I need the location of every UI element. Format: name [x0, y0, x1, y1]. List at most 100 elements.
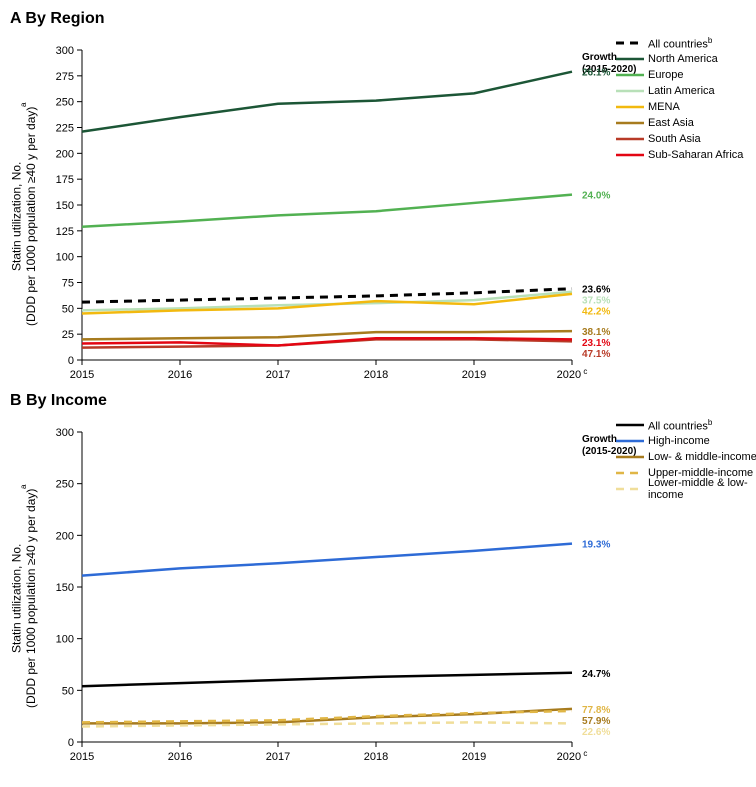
xtick-label: 2016	[168, 369, 192, 381]
panel-B: B By Income Statin utilization, No.(DDD …	[10, 392, 756, 774]
growth-label: 38.1%	[582, 327, 610, 338]
legend-label: South Asia	[648, 133, 701, 145]
ytick-label: 100	[56, 634, 74, 646]
legend-swatch	[616, 52, 644, 66]
panel-A: A By Region Statin utilization, No.(DDD …	[10, 10, 756, 392]
legend-swatch	[616, 482, 644, 496]
legend-swatch	[616, 450, 644, 464]
chart-area: 0 50 100 150 200 250 300 2015 2016 2017 2018 2019 20…	[38, 418, 756, 774]
xtick-label: 2020 c	[557, 367, 588, 381]
growth-label: 23.6%	[582, 285, 610, 296]
ytick-label: 150	[56, 582, 74, 594]
legend-label: MENA	[648, 101, 680, 113]
series-line	[82, 544, 572, 576]
legend-swatch	[616, 84, 644, 98]
growth-label: 19.3%	[582, 540, 610, 551]
growth-label: 37.5%	[582, 296, 610, 307]
growth-label: 22.6%	[582, 727, 610, 738]
panel-title: A By Region	[10, 10, 756, 28]
ytick-label: 225	[56, 123, 74, 135]
legend-swatch	[616, 434, 644, 448]
growth-label: 24.7%	[582, 669, 610, 680]
legend-swatch	[616, 68, 644, 82]
growth-header: Growth	[582, 52, 617, 63]
xtick-label: 2018	[364, 751, 388, 763]
legend-swatch	[616, 132, 644, 146]
ytick-label: 250	[56, 97, 74, 109]
legend-swatch	[616, 148, 644, 162]
growth-label: 23.1%	[582, 338, 610, 349]
y-axis-label: Statin utilization, No.(DDD per 1000 pop…	[10, 36, 38, 392]
growth-label: 77.8%	[582, 705, 610, 716]
growth-header: Growth	[582, 434, 617, 445]
legend: All countriesb High-income Low- & middle…	[616, 418, 756, 498]
legend-swatch	[616, 418, 644, 432]
growth-label: 24.0%	[582, 191, 610, 202]
legend-swatch	[616, 100, 644, 114]
xtick-label: 2019	[462, 751, 486, 763]
legend-swatch	[616, 36, 644, 50]
legend-item: All countriesb	[616, 418, 756, 432]
ytick-label: 0	[68, 355, 74, 367]
ytick-label: 300	[56, 45, 74, 57]
legend-item: Latin America	[616, 84, 756, 98]
ytick-label: 175	[56, 174, 74, 186]
legend-swatch	[616, 466, 644, 480]
xtick-label: 2016	[168, 751, 192, 763]
legend-label: High-income	[648, 435, 710, 447]
growth-label: 57.9%	[582, 716, 610, 727]
legend-label: All countriesb	[648, 418, 712, 433]
xtick-label: 2017	[266, 751, 290, 763]
figure: A By Region Statin utilization, No.(DDD …	[10, 10, 756, 774]
panel-title: B By Income	[10, 392, 756, 410]
legend-label: Latin America	[648, 85, 715, 97]
legend-label: Sub-Saharan Africa	[648, 149, 743, 161]
xtick-label: 2020 c	[557, 749, 588, 763]
legend-item: High-income	[616, 434, 756, 448]
legend-label: Low- & middle-income	[648, 451, 756, 463]
ytick-label: 300	[56, 427, 74, 439]
ytick-label: 250	[56, 479, 74, 491]
legend-item: Low- & middle-income	[616, 450, 756, 464]
ytick-label: 75	[62, 278, 74, 290]
legend-item: Sub-Saharan Africa	[616, 148, 756, 162]
legend-item: East Asia	[616, 116, 756, 130]
legend-swatch	[616, 116, 644, 130]
xtick-label: 2018	[364, 369, 388, 381]
legend-item: North America	[616, 52, 756, 66]
legend-item: All countriesb	[616, 36, 756, 50]
ytick-label: 0	[68, 737, 74, 749]
ytick-label: 25	[62, 329, 74, 341]
xtick-label: 2017	[266, 369, 290, 381]
legend-label: North America	[648, 53, 718, 65]
growth-label: 42.2%	[582, 307, 610, 318]
series-line	[82, 72, 572, 132]
legend-item: Lower-middle & low-income	[616, 482, 756, 496]
ytick-label: 50	[62, 303, 74, 315]
xtick-label: 2019	[462, 369, 486, 381]
series-line	[82, 289, 572, 302]
growth-label: 26.1%	[582, 68, 610, 79]
ytick-label: 125	[56, 226, 74, 238]
ytick-label: 200	[56, 148, 74, 160]
ytick-label: 150	[56, 200, 74, 212]
legend-item: South Asia	[616, 132, 756, 146]
legend-item: MENA	[616, 100, 756, 114]
ytick-label: 50	[62, 685, 74, 697]
legend: All countriesb North America Europe Lati…	[616, 36, 756, 164]
y-axis-label: Statin utilization, No.(DDD per 1000 pop…	[10, 418, 38, 774]
ytick-label: 200	[56, 530, 74, 542]
growth-label: 47.1%	[582, 349, 610, 360]
legend-label: East Asia	[648, 117, 694, 129]
ytick-label: 100	[56, 252, 74, 264]
series-line	[82, 673, 572, 686]
xtick-label: 2015	[70, 369, 94, 381]
legend-item: Europe	[616, 68, 756, 82]
legend-label: Europe	[648, 69, 683, 81]
series-line	[82, 195, 572, 227]
chart-area: 0 25 50 75 100 125 150 175 200 225 250 275 300 2015 20…	[38, 36, 756, 392]
legend-label: All countriesb	[648, 36, 712, 51]
xtick-label: 2015	[70, 751, 94, 763]
legend-label: Lower-middle & low-income	[648, 477, 756, 501]
ytick-label: 275	[56, 71, 74, 83]
